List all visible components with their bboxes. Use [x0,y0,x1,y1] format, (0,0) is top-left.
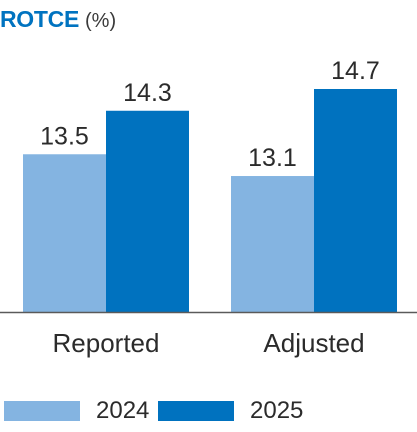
bar-adjusted-2025 [314,89,397,312]
bar-adjusted-2024 [231,176,314,312]
category-label-reported: Reported [53,328,160,358]
chart-unit-text: (%) [85,10,117,32]
bar-chart: 13.5 14.3 13.1 14.7 Reported Adjusted [0,57,417,358]
bar-reported-2025 [106,110,189,312]
value-label-reported-2024: 13.5 [40,122,89,150]
legend: 2024 2025 [0,396,417,426]
category-label-adjusted: Adjusted [263,328,364,358]
value-labels-group: 13.5 14.3 13.1 14.7 [40,57,380,172]
category-labels-group: Reported Adjusted [53,328,365,358]
chart-title-text: ROTCE [0,6,80,32]
chart-title: ROTCE (%) [0,4,116,34]
legend-label-2025: 2025 [250,397,304,424]
legend-swatch-2025 [158,401,234,421]
value-label-adjusted-2024: 13.1 [248,144,297,172]
legend-item-2024: 2024 [4,396,149,426]
bar-reported-2024 [23,154,106,312]
bars-group [23,89,397,312]
legend-label-2024: 2024 [96,397,150,424]
legend-item-2025: 2025 [158,396,303,426]
value-label-reported-2025: 14.3 [123,79,172,107]
value-label-adjusted-2025: 14.7 [331,57,380,85]
legend-swatch-2024 [4,401,80,421]
